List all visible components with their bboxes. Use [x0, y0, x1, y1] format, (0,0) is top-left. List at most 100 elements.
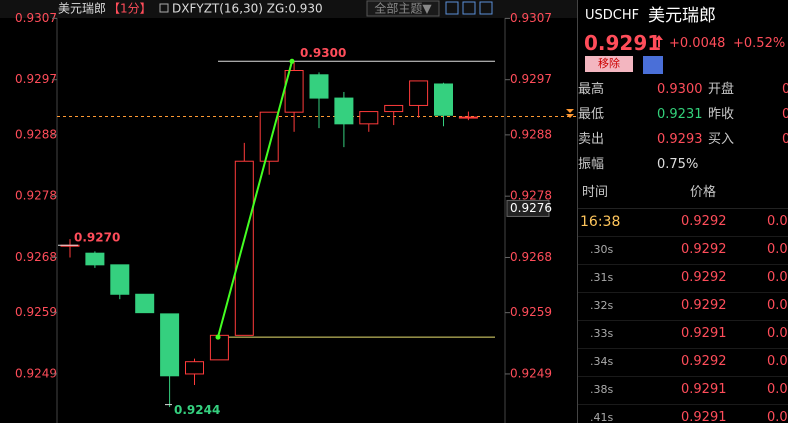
tick-time: .32s — [590, 299, 614, 312]
annotation: 0.9270 — [74, 231, 120, 245]
tick-time: 16:38 — [580, 214, 621, 230]
symbol: USDCHF — [585, 8, 640, 23]
stat-label: 最低 — [578, 107, 605, 122]
stat-label: 振幅 — [578, 157, 605, 172]
annotation: 0.9300 — [300, 46, 346, 60]
chart: 美元瑞郎 【1分】 DXFYZT(16,30) ZG:0.930 全部主题▼ 0… — [0, 0, 578, 423]
y-tick-label: 0.9288 — [15, 127, 57, 141]
candle-body — [234, 160, 254, 336]
candle-body — [409, 80, 429, 106]
tick-header-time: 时间 — [582, 185, 609, 200]
tool-icon[interactable] — [462, 1, 476, 15]
y2-tick-label: 0.9278 — [510, 189, 552, 203]
price-marker — [566, 109, 574, 118]
theme-label[interactable]: 全部主题▼ — [374, 1, 432, 16]
tick-time: .38s — [590, 383, 614, 396]
tick-volume: 0.00 — [767, 382, 788, 397]
tick-row — [578, 376, 788, 405]
tick-volume: 0.00 — [767, 354, 788, 369]
tick-row — [578, 348, 788, 377]
candle-body — [384, 104, 404, 113]
remove-button[interactable]: 移除 — [585, 56, 633, 72]
tick-volume: 0.00 — [767, 410, 788, 423]
tick-time: .34s — [590, 355, 614, 368]
tick-row — [578, 292, 788, 321]
last-price: 0.9291 — [584, 31, 662, 55]
tick-volume: 0.00 — [767, 270, 788, 285]
stat-value: 0 — [782, 107, 788, 122]
candle-body — [334, 97, 354, 125]
crosshair-box — [506, 199, 550, 217]
y2-tick-label: 0.9288 — [510, 127, 552, 141]
y2-tick-label: 0.9249 — [510, 366, 552, 380]
crosshair-label: 0.9276 — [510, 201, 552, 215]
candle-body — [185, 361, 204, 375]
candle-body — [434, 83, 453, 116]
tick-time: .30s — [590, 243, 614, 256]
candle-body — [359, 111, 379, 125]
tool-icon[interactable] — [479, 1, 493, 15]
alert-button[interactable] — [643, 56, 663, 74]
stat-label: 卖出 — [578, 132, 605, 147]
tick-price: 0.9291 — [681, 382, 727, 397]
y-tick-label: 0.9268 — [15, 250, 57, 264]
candle-body — [309, 74, 329, 99]
stat-label: 昨收 — [708, 107, 735, 122]
tick-price: 0.9292 — [681, 298, 727, 313]
y-tick-label: 0.9278 — [15, 189, 57, 203]
stat-value: 0.9293 — [657, 132, 703, 147]
tick-price: 0.9292 — [681, 242, 727, 257]
y2-tick-label: 0.9268 — [510, 250, 552, 264]
tick-volume: 0.00 — [767, 298, 788, 313]
y2-tick-label: 0.9307 — [510, 11, 552, 25]
tick-time: .33s — [590, 327, 614, 340]
y2-tick-label: 0.9259 — [510, 305, 552, 319]
tick-volume: 0.00 — [767, 214, 788, 229]
stat-label: 最高 — [578, 82, 605, 97]
y-tick-label: 0.9307 — [15, 11, 57, 25]
tick-price: 0.9292 — [681, 354, 727, 369]
chart-period: 【1分】 — [108, 2, 152, 16]
zg-line — [217, 61, 293, 338]
stat-value: 0.75% — [657, 157, 699, 172]
tick-row — [578, 208, 788, 237]
zg-point — [215, 334, 221, 340]
candle-body — [259, 111, 279, 162]
stat-label: 买入 — [708, 132, 735, 147]
chart-title: 美元瑞郎 — [58, 2, 106, 16]
tick-price: 0.9291 — [681, 326, 727, 341]
tick-row — [578, 236, 788, 265]
theme-dropdown[interactable] — [366, 0, 440, 17]
candle-body — [284, 70, 304, 113]
tick-header — [578, 178, 788, 209]
stat-value: 0.9300 — [657, 82, 703, 97]
y-tick-label: 0.9259 — [15, 305, 57, 319]
tick-price: 0.9292 — [681, 214, 727, 229]
candle-body — [160, 313, 180, 377]
y2-tick-label: 0.9297 — [510, 72, 552, 86]
y-tick-label: 0.9297 — [15, 72, 57, 86]
change-percent: +0.52% — [733, 36, 786, 51]
stat-value: 0 — [782, 132, 788, 147]
tick-row — [578, 320, 788, 349]
tool-icon[interactable] — [445, 1, 459, 15]
candle-body — [458, 116, 478, 119]
tick-price: 0.9291 — [681, 410, 727, 423]
tick-header-price: 价格 — [690, 185, 717, 200]
change: +0.0048 — [669, 36, 726, 51]
stat-value: 0 — [782, 82, 788, 97]
tick-volume: 0.00 — [767, 242, 788, 257]
tick-time: .41s — [590, 411, 614, 423]
zg-point — [289, 58, 295, 64]
tick-volume: 0.00 — [767, 326, 788, 341]
candle-body — [110, 264, 130, 295]
symbol-name: 美元瑞郎 — [648, 6, 716, 26]
remove-label[interactable]: 移除 — [598, 57, 620, 70]
stat-value: 0.9231 — [657, 107, 703, 122]
tick-row — [578, 264, 788, 293]
indicator-icon[interactable] — [159, 3, 169, 13]
stat-label: 开盘 — [708, 82, 735, 97]
tick-price: 0.9292 — [681, 270, 727, 285]
candle-body — [135, 293, 155, 314]
